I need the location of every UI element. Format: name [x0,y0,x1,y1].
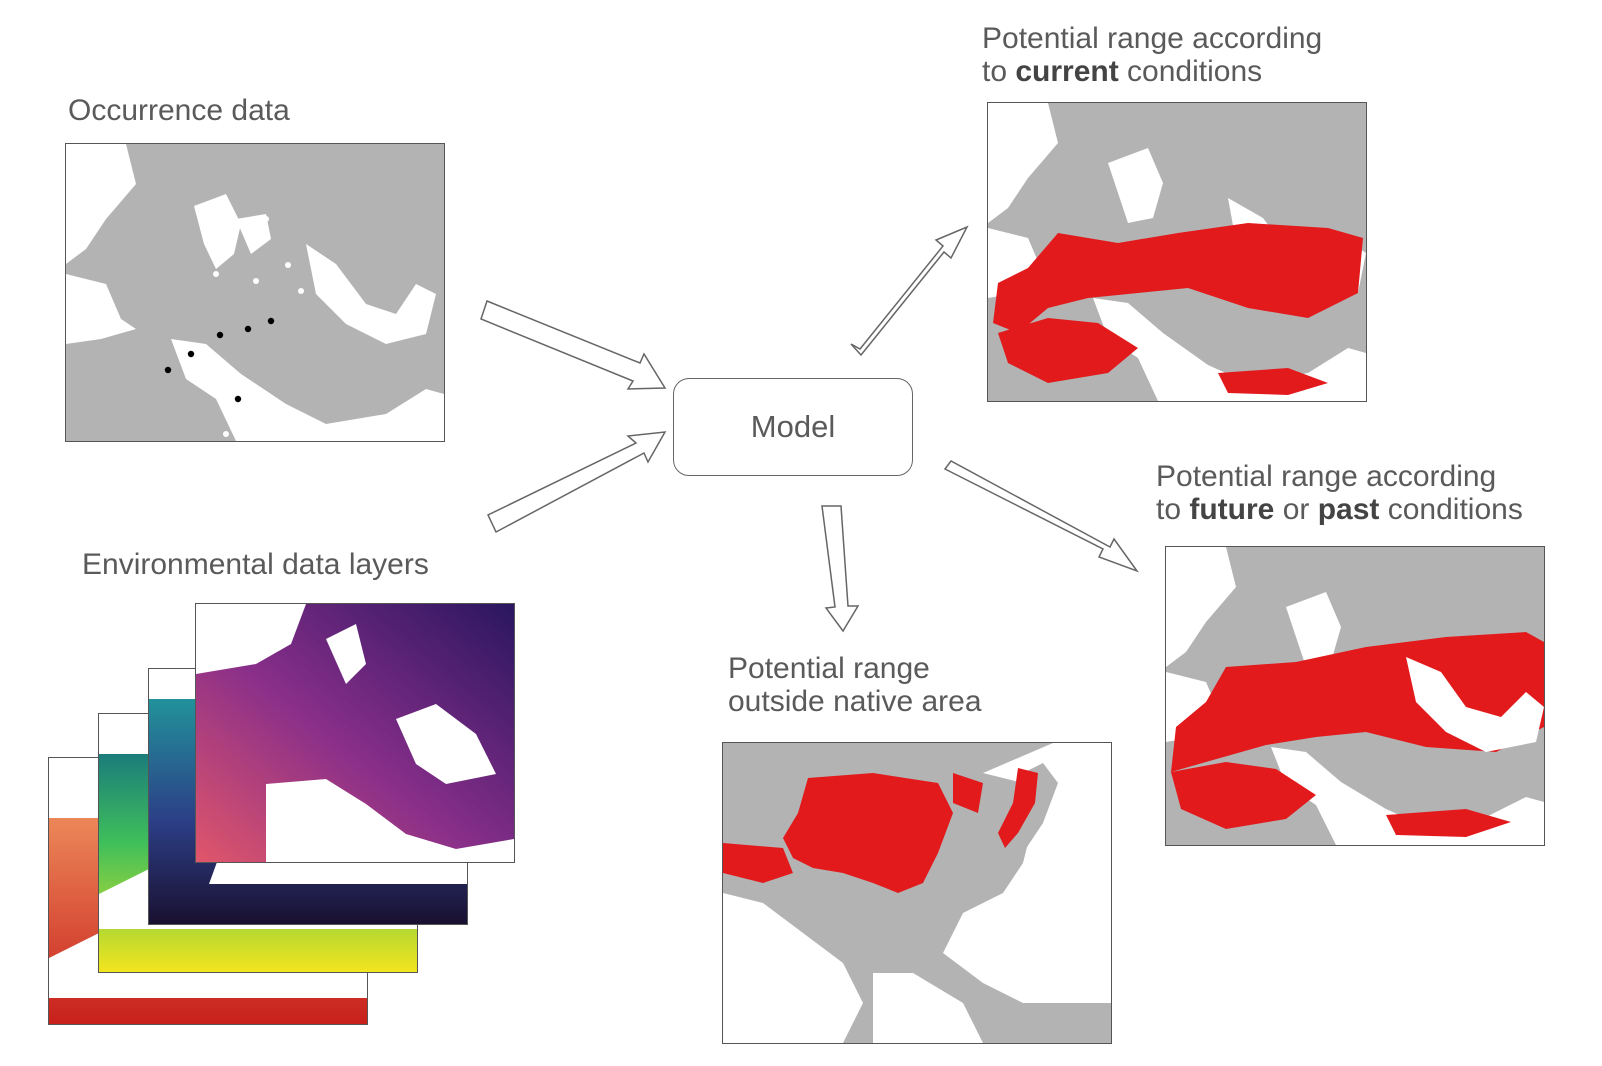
absence-point [253,278,259,284]
future-range-line2: to future or past conditions [1156,493,1523,526]
occurrence-map-svg [66,144,444,441]
current-keyword: current [1015,55,1119,88]
current-range-line1: Potential range according [982,22,1323,55]
env-layer-4 [195,603,515,863]
outside-range-line1: Potential range [728,652,930,685]
presence-point [216,331,224,339]
absence-point [213,271,219,277]
arrow-env-to-model [487,431,667,534]
occurrence-map [65,143,445,442]
arrow-occurrence-to-model [480,300,667,390]
arrow-model-to-future [943,460,1140,573]
future-range-map [1165,546,1545,846]
outside-range-line2: outside native area [728,685,982,718]
future-keyword: future [1189,493,1275,526]
outside-range-label: Potential range outside native area [728,652,982,718]
absence-point [298,288,304,294]
arrow-model-to-current [850,225,969,357]
occurrence-data-label: Occurrence data [68,94,290,127]
absence-point [263,216,269,222]
current-range-line2: to current conditions [982,55,1263,88]
model-node: Model [673,378,913,476]
outside-native-map [722,742,1112,1044]
presence-point [187,350,195,358]
absence-point [285,262,291,268]
model-label: Model [750,409,836,444]
presence-point [234,395,242,403]
current-range-map [987,102,1367,402]
presence-point [267,317,275,325]
future-range-line1: Potential range according [1156,460,1497,493]
absence-point [223,431,229,437]
past-keyword: past [1317,493,1380,526]
future-range-label: Potential range according to future or p… [1156,460,1523,526]
current-range-label: Potential range according to current con… [982,22,1322,88]
environmental-data-label: Environmental data layers [82,548,429,581]
presence-point [164,366,172,374]
presence-point [244,325,252,333]
arrow-model-to-outside [821,505,860,633]
